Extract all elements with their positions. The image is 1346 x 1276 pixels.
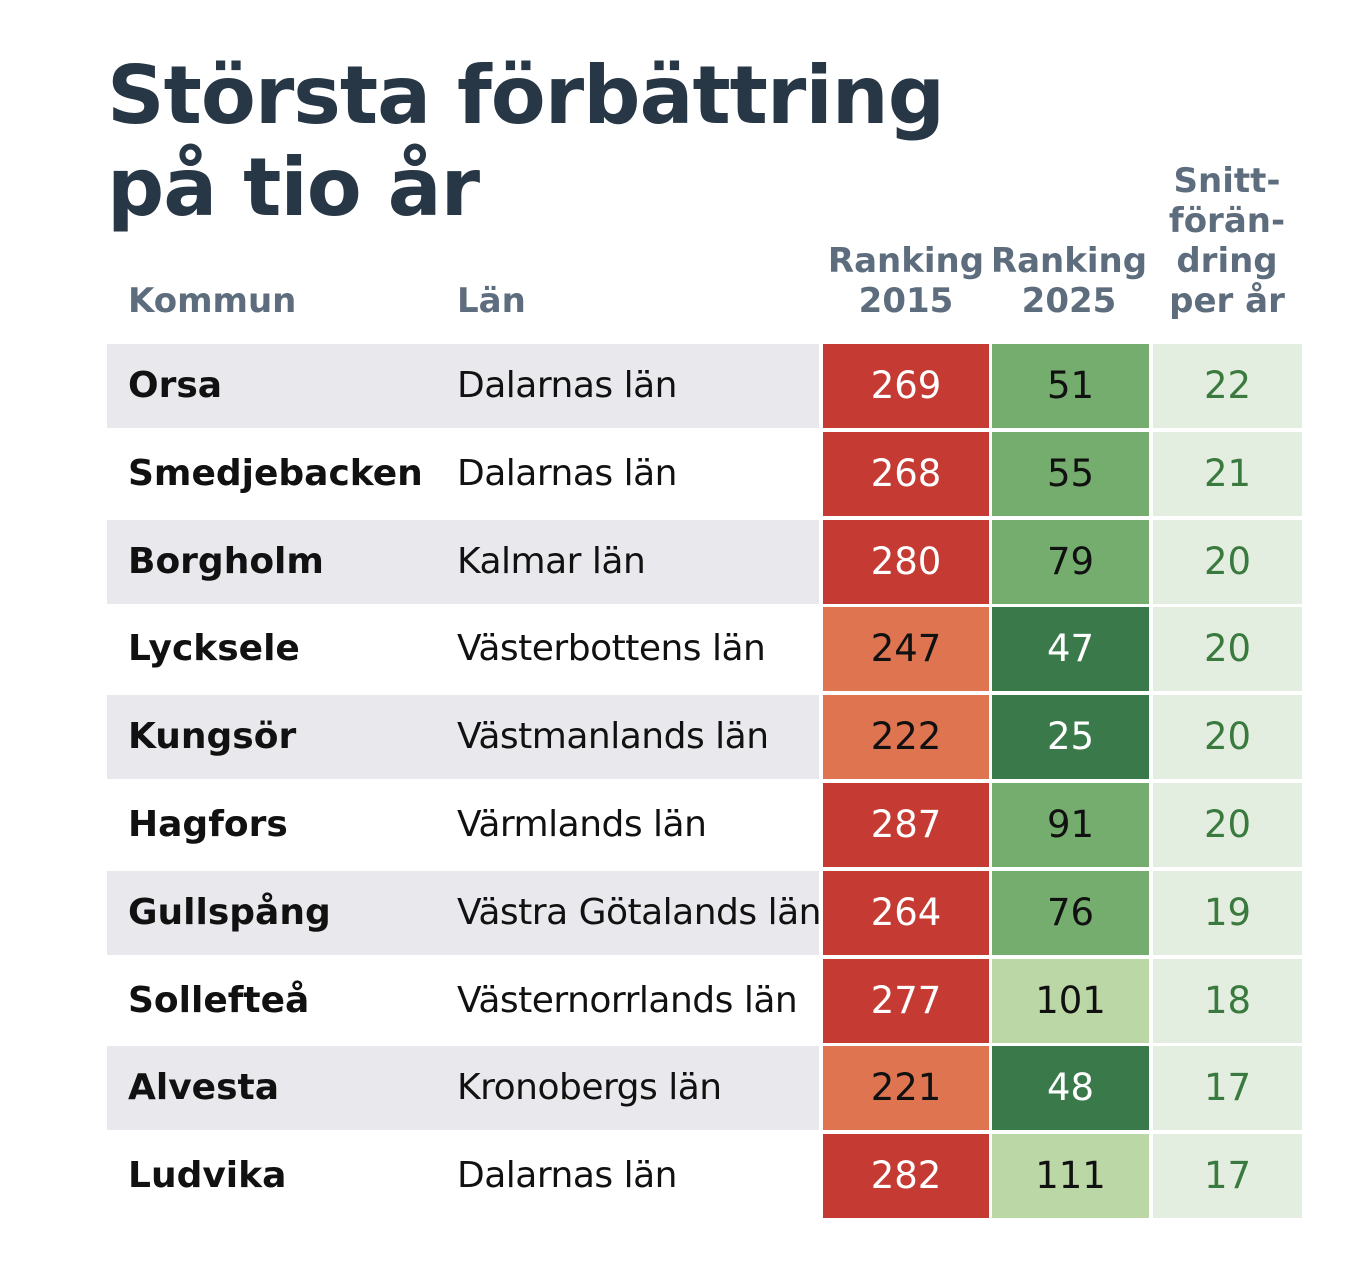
cell-snitt: 20 bbox=[1153, 520, 1302, 604]
row-background bbox=[107, 520, 819, 604]
cell-ranking-2015: 264 bbox=[823, 871, 989, 955]
cell-kommun: Smedjebacken bbox=[128, 453, 423, 494]
title-line-2: på tio år bbox=[107, 141, 480, 234]
cell-ranking-2015: 282 bbox=[823, 1134, 989, 1218]
header-kommun: Kommun bbox=[128, 281, 297, 321]
cell-lan: Kronobergs län bbox=[457, 1067, 722, 1108]
cell-ranking-2025: 79 bbox=[992, 520, 1149, 604]
cell-lan: Dalarnas län bbox=[457, 453, 677, 494]
table-row: Borgholm Kalmar län 280 79 20 bbox=[107, 520, 1302, 604]
cell-kommun: Borgholm bbox=[128, 541, 324, 582]
cell-ranking-2015: 221 bbox=[823, 1046, 989, 1130]
header-ranking-2015-line-2: 2015 bbox=[858, 281, 954, 321]
table-row: Hagfors Värmlands län 287 91 20 bbox=[107, 783, 1302, 867]
header-lan: Län bbox=[457, 281, 526, 321]
cell-ranking-2025: 111 bbox=[992, 1134, 1149, 1218]
row-background bbox=[107, 1046, 819, 1130]
cell-ranking-2025: 51 bbox=[992, 344, 1149, 428]
header-snitt-line-4: per år bbox=[1169, 281, 1285, 321]
cell-snitt: 22 bbox=[1153, 344, 1302, 428]
table-row: Lycksele Västerbottens län 247 47 20 bbox=[107, 607, 1302, 691]
table-row: Alvesta Kronobergs län 221 48 17 bbox=[107, 1046, 1302, 1130]
cell-lan: Kalmar län bbox=[457, 541, 646, 582]
cell-snitt: 21 bbox=[1153, 432, 1302, 516]
table-row: Smedjebacken Dalarnas län 268 55 21 bbox=[107, 432, 1302, 516]
cell-snitt: 19 bbox=[1153, 871, 1302, 955]
cell-ranking-2025: 47 bbox=[992, 607, 1149, 691]
cell-lan: Västmanlands län bbox=[457, 716, 769, 757]
table-row: Orsa Dalarnas län 269 51 22 bbox=[107, 344, 1302, 428]
row-background bbox=[107, 871, 819, 955]
table-row: Sollefteå Västernorrlands län 277 101 18 bbox=[107, 959, 1302, 1043]
row-background bbox=[107, 344, 819, 428]
cell-ranking-2025: 101 bbox=[992, 959, 1149, 1043]
table-row: Ludvika Dalarnas län 282 111 17 bbox=[107, 1134, 1302, 1218]
cell-ranking-2015: 269 bbox=[823, 344, 989, 428]
cell-ranking-2025: 55 bbox=[992, 432, 1149, 516]
cell-kommun: Orsa bbox=[128, 365, 223, 406]
cell-kommun: Sollefteå bbox=[128, 980, 310, 1021]
cell-ranking-2025: 48 bbox=[992, 1046, 1149, 1130]
cell-ranking-2015: 268 bbox=[823, 432, 989, 516]
header-snitt-line-2: förän- bbox=[1168, 201, 1286, 241]
cell-snitt: 18 bbox=[1153, 959, 1302, 1043]
header-ranking-2015: Ranking 2015 bbox=[823, 241, 989, 321]
cell-snitt: 20 bbox=[1153, 695, 1302, 779]
cell-snitt: 17 bbox=[1153, 1134, 1302, 1218]
chart-title: Största förbättring på tio år bbox=[107, 50, 1007, 234]
cell-kommun: Hagfors bbox=[128, 804, 288, 845]
header-snitt: Snitt- förän- dring per år bbox=[1153, 161, 1301, 321]
header-ranking-2025-line-2: 2025 bbox=[1021, 281, 1117, 321]
cell-snitt: 17 bbox=[1153, 1046, 1302, 1130]
cell-lan: Värmlands län bbox=[457, 804, 707, 845]
cell-kommun: Gullspång bbox=[128, 892, 331, 933]
cell-ranking-2015: 287 bbox=[823, 783, 989, 867]
cell-ranking-2015: 280 bbox=[823, 520, 989, 604]
cell-ranking-2025: 25 bbox=[992, 695, 1149, 779]
row-background bbox=[107, 695, 819, 779]
header-ranking-2025: Ranking 2025 bbox=[989, 241, 1149, 321]
cell-ranking-2025: 76 bbox=[992, 871, 1149, 955]
cell-kommun: Alvesta bbox=[128, 1067, 280, 1108]
cell-ranking-2015: 222 bbox=[823, 695, 989, 779]
table-row: Kungsör Västmanlands län 222 25 20 bbox=[107, 695, 1302, 779]
cell-kommun: Lycksele bbox=[128, 628, 300, 669]
title-line-1: Största förbättring bbox=[107, 49, 945, 142]
cell-lan: Västerbottens län bbox=[457, 628, 766, 669]
header-snitt-line-3: dring bbox=[1176, 241, 1278, 281]
cell-snitt: 20 bbox=[1153, 607, 1302, 691]
cell-ranking-2015: 277 bbox=[823, 959, 989, 1043]
cell-lan: Dalarnas län bbox=[457, 365, 677, 406]
cell-kommun: Kungsör bbox=[128, 716, 297, 757]
cell-ranking-2015: 247 bbox=[823, 607, 989, 691]
header-ranking-2025-line-1: Ranking bbox=[990, 241, 1148, 281]
cell-lan: Västernorrlands län bbox=[457, 980, 798, 1021]
cell-lan: Västra Götalands län bbox=[457, 892, 821, 933]
header-snitt-line-1: Snitt- bbox=[1173, 161, 1281, 201]
table-row: Gullspång Västra Götalands län 264 76 19 bbox=[107, 871, 1302, 955]
cell-lan: Dalarnas län bbox=[457, 1155, 677, 1196]
cell-snitt: 20 bbox=[1153, 783, 1302, 867]
cell-kommun: Ludvika bbox=[128, 1155, 287, 1196]
header-ranking-2015-line-1: Ranking bbox=[827, 241, 985, 281]
cell-ranking-2025: 91 bbox=[992, 783, 1149, 867]
